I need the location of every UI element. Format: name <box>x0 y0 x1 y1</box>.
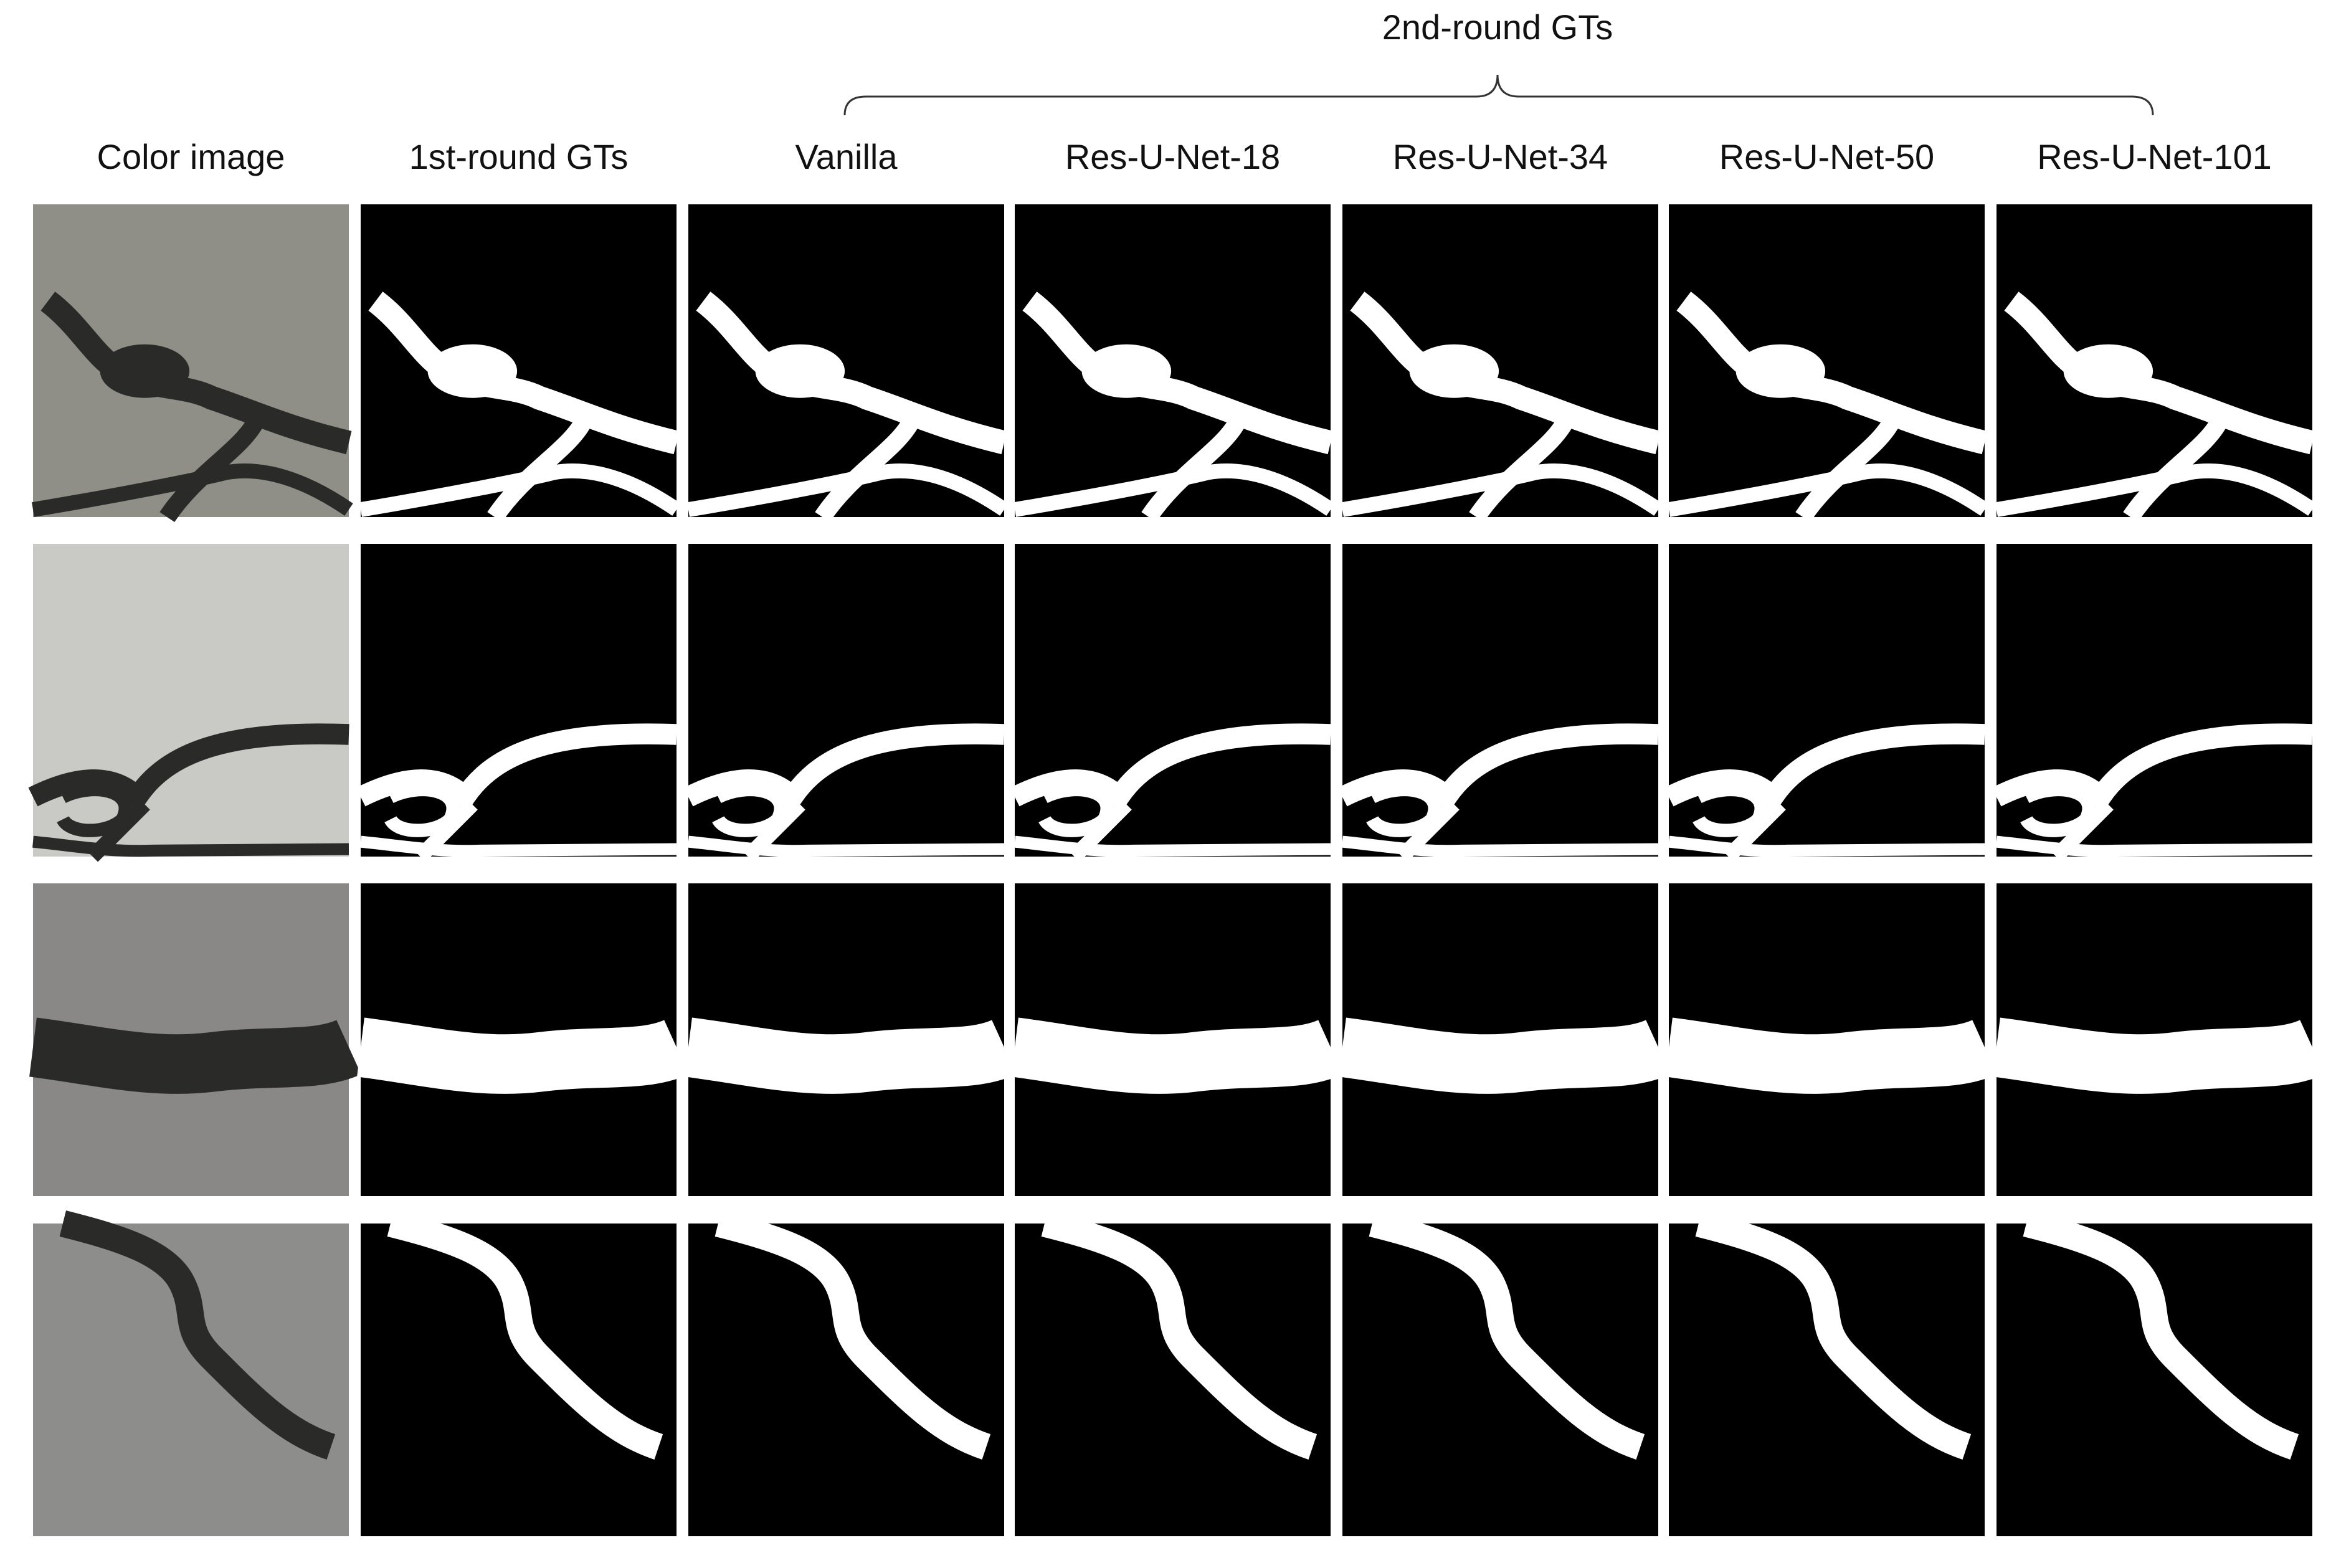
column-label: Res-U-Net-18 <box>1065 137 1280 176</box>
image-background <box>1015 544 1331 857</box>
crack <box>1997 1047 2312 1064</box>
image-background <box>33 544 349 857</box>
mask-image <box>688 544 1004 857</box>
image-background <box>361 1224 677 1536</box>
crack-shape <box>33 1047 349 1064</box>
mask-image <box>1015 883 1331 1196</box>
column-label: Vanilla <box>795 137 898 176</box>
mask-image <box>688 1224 1004 1536</box>
image-background <box>1997 204 2312 517</box>
crack <box>1669 1047 1985 1064</box>
image-background <box>688 544 1004 857</box>
image-background <box>1669 204 1985 517</box>
crack <box>33 1047 349 1064</box>
mask-image <box>688 883 1004 1196</box>
image-background <box>688 1224 1004 1536</box>
mask-image <box>361 1224 677 1536</box>
image-background <box>1669 1224 1985 1536</box>
mask-image <box>1015 1224 1331 1536</box>
crack-shape <box>1015 1047 1331 1064</box>
crack-shape <box>1342 1047 1658 1064</box>
color-image <box>33 883 349 1196</box>
mask-image <box>1342 204 1658 517</box>
image-background <box>1015 204 1331 517</box>
mask-image <box>361 204 677 517</box>
mask-image <box>1342 1224 1658 1536</box>
image-background <box>1997 544 2312 857</box>
crack-shape <box>688 1047 1004 1064</box>
mask-image <box>1669 1224 1985 1536</box>
mask-image <box>1015 204 1331 517</box>
color-image <box>33 544 349 857</box>
group-brace <box>843 74 2154 116</box>
column-label: Res-U-Net-34 <box>1393 137 1608 176</box>
mask-image <box>1997 883 2312 1196</box>
column-label: Res-U-Net-50 <box>1719 137 1934 176</box>
image-background <box>1342 1224 1658 1536</box>
column-label: 1st-round GTs <box>409 137 629 176</box>
image-background <box>33 1224 349 1536</box>
column-label: Color image <box>97 137 285 176</box>
image-background <box>361 204 677 517</box>
image-background <box>1342 544 1658 857</box>
mask-image <box>1669 204 1985 517</box>
column-label: Res-U-Net-101 <box>2037 137 2272 176</box>
mask-image <box>1997 1224 2312 1536</box>
image-background <box>1015 1224 1331 1536</box>
crack <box>688 1047 1004 1064</box>
image-background <box>33 204 349 517</box>
mask-image <box>1997 544 2312 857</box>
mask-image <box>1997 204 2312 517</box>
crack <box>1342 1047 1658 1064</box>
mask-image <box>1015 544 1331 857</box>
mask-image <box>688 204 1004 517</box>
mask-image <box>361 883 677 1196</box>
crack <box>361 1047 677 1064</box>
image-background <box>1997 1224 2312 1536</box>
mask-image <box>1342 883 1658 1196</box>
mask-image <box>361 544 677 857</box>
mask-image <box>1669 544 1985 857</box>
image-background <box>1669 544 1985 857</box>
color-image <box>33 204 349 517</box>
crack-shape <box>1997 1047 2312 1064</box>
image-background <box>688 204 1004 517</box>
group-label: 2nd-round GTs <box>1382 7 1613 47</box>
crack-shape <box>361 1047 677 1064</box>
mask-image <box>1342 544 1658 857</box>
mask-image <box>1669 883 1985 1196</box>
crack-shape <box>1669 1047 1985 1064</box>
color-image <box>33 1224 349 1536</box>
image-background <box>361 544 677 857</box>
crack <box>1015 1047 1331 1064</box>
image-background <box>1342 204 1658 517</box>
